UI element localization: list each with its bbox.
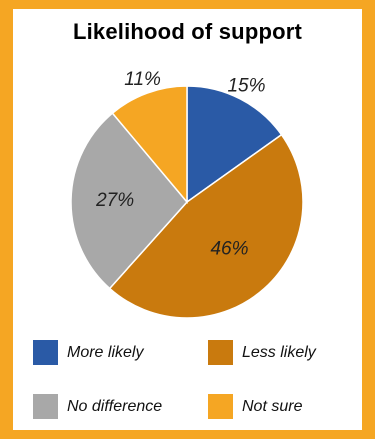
legend-swatch (208, 394, 233, 419)
slice-label: 15% (227, 76, 265, 97)
legend-swatch (208, 340, 233, 365)
slice-label: 46% (210, 239, 248, 260)
slice-label: 11% (124, 69, 161, 90)
pie-slice-not-sure (111, 85, 188, 205)
chart-card: Likelihood of support 15% 46% 27% 11% More … (13, 9, 362, 430)
legend-swatch (33, 340, 58, 365)
legend-item-no-difference: No difference (33, 394, 162, 419)
pie-slice-more-likely (186, 85, 283, 204)
legend-label: Less likely (242, 343, 316, 361)
pie-slice-no-difference (70, 112, 188, 290)
legend-label: Not sure (242, 397, 303, 415)
legend-item-not-sure: Not sure (208, 394, 302, 419)
pie-slice-less-likely (108, 133, 304, 319)
legend-label: No difference (67, 397, 163, 415)
pie-chart: 15% 46% 27% 11% (70, 69, 304, 319)
legend-label: More likely (67, 343, 144, 361)
legend-swatch (33, 394, 58, 419)
slice-label: 27% (95, 190, 134, 211)
legend-item-less-likely: Less likely (208, 340, 316, 365)
chart-title: Likelihood of support (72, 19, 303, 44)
legend-item-more-likely: More likely (33, 340, 143, 365)
